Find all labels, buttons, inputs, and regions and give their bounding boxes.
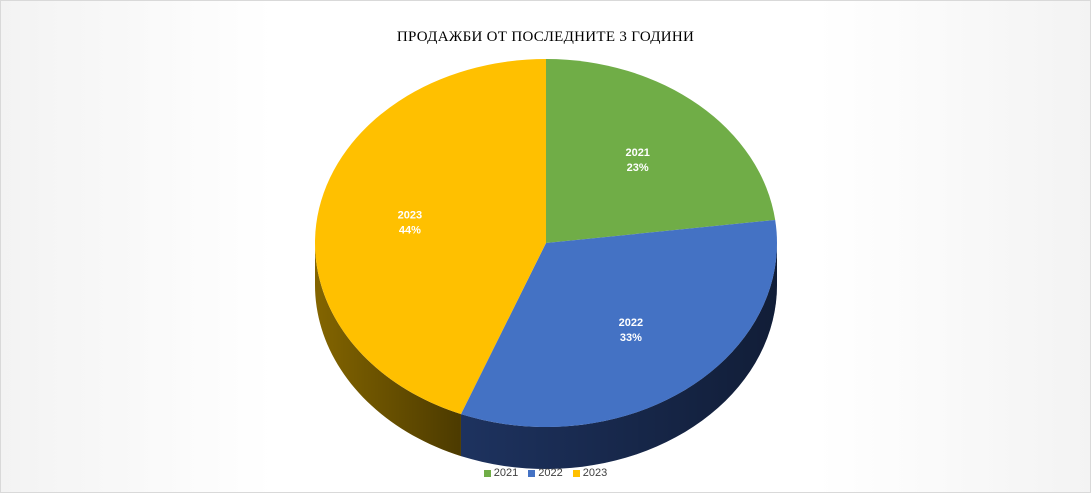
data-label-category-2022: 2022 (619, 317, 643, 329)
chart-legend: 2021 2022 2023 (1, 467, 1090, 479)
legend-swatch-2021 (483, 469, 491, 477)
legend-item-2023: 2023 (572, 467, 608, 479)
pie-slice-2021[interactable] (546, 59, 776, 243)
data-label-value-2021: 23% (627, 162, 649, 174)
legend-label-2022: 2022 (538, 467, 563, 479)
legend-label-2023: 2023 (582, 467, 608, 479)
pie-slice-side-shade-2023 (315, 243, 461, 457)
pie-slice-2022[interactable] (460, 219, 778, 428)
data-label-category-2021: 2021 (625, 147, 649, 159)
legend-item-2021: 2021 (483, 467, 519, 479)
data-label-value-2023: 44% (399, 224, 421, 236)
data-label-category-2023: 2023 (398, 209, 422, 221)
chart-title: ПРОДАЖБИ ОТ ПОСЛЕДНИТЕ 3 ГОДИНИ (396, 29, 695, 45)
legend-item-2022: 2022 (528, 467, 563, 479)
pie-slice-2023[interactable] (314, 59, 546, 415)
legend-label-2021: 2021 (493, 467, 519, 479)
legend-swatch-2023 (572, 469, 580, 477)
legend-swatch-2022 (528, 469, 536, 477)
data-label-value-2022: 33% (620, 332, 642, 344)
pie-slice-side-shade-2022 (460, 243, 777, 469)
